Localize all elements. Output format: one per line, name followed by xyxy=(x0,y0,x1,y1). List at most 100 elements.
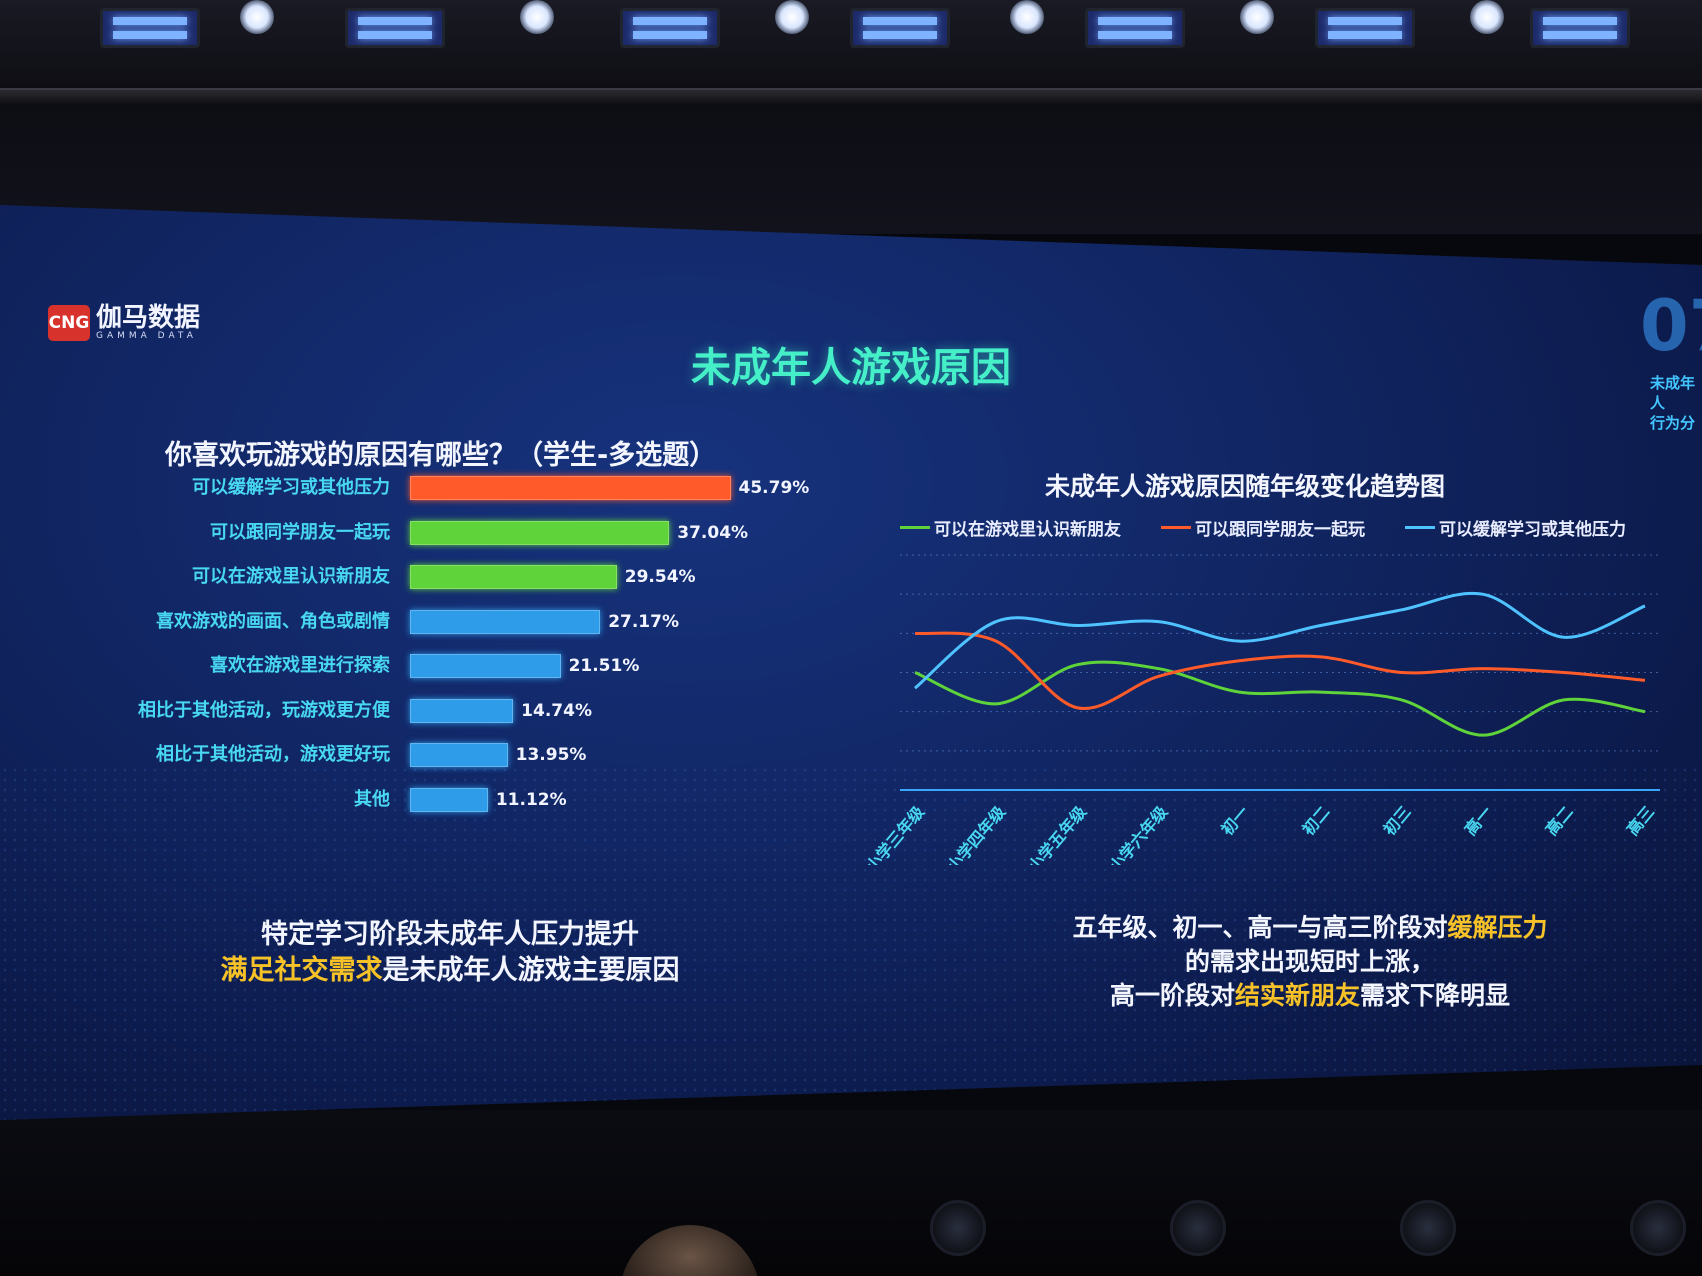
bar-row: 可以缓解学习或其他压力 45.79% xyxy=(0,473,900,503)
bar-category-label: 相比于其他活动，玩游戏更方便 xyxy=(138,699,390,721)
left-conclusion-line2: 满足社交需求是未成年人游戏主要原因 xyxy=(140,953,760,989)
slide-title: 未成年人游戏原因 xyxy=(691,345,1011,391)
bar-row: 相比于其他活动，游戏更好玩 13.95% xyxy=(0,740,900,770)
stage-light-panel xyxy=(1085,8,1185,48)
bar-value-label: 14.74% xyxy=(521,700,592,721)
bar-category-label: 可以缓解学习或其他压力 xyxy=(192,477,390,498)
left-conclusion-line1: 特定学习阶段未成年人压力提升 xyxy=(261,919,639,950)
stage-light-panel xyxy=(100,8,200,48)
floor-light xyxy=(1630,1200,1686,1256)
right-conclusion-line3-post: 需求下降明显 xyxy=(1360,981,1511,1010)
bar-category-label: 其他 xyxy=(354,788,390,810)
bar-row: 喜欢在游戏里进行探索 21.51% xyxy=(0,651,900,681)
stage-spotlight xyxy=(1010,0,1044,34)
legend-item: 可以在游戏里认识新朋友 xyxy=(900,515,1121,540)
right-conclusion-line1-text: 五年级、初一、高一与高三阶段对 xyxy=(1072,913,1448,942)
stage-light-panel xyxy=(850,8,950,48)
line-chart-legend: 可以在游戏里认识新朋友 可以跟同学朋友一起玩 可以缓解学习或其他压力 xyxy=(900,515,1626,540)
bar-category-label: 喜欢在游戏里进行探索 xyxy=(210,655,390,676)
ceiling xyxy=(0,104,1702,234)
series-line xyxy=(914,631,1646,711)
logo-name-cn: 伽马数据 xyxy=(96,303,201,333)
legend-label: 可以缓解学习或其他压力 xyxy=(1439,520,1626,540)
bar-category-label: 相比于其他活动，游戏更好玩 xyxy=(156,744,390,765)
x-tick-label: 小学四年级 xyxy=(943,802,1010,865)
bar-value-label: 27.17% xyxy=(608,611,679,632)
legend-swatch xyxy=(900,526,930,529)
x-tick-label: 高三 xyxy=(1623,802,1658,839)
line-chart: 小学三年级 小学四年级 小学五年级 小学六年级 初一 初二 初三 高一 高二 高三 xyxy=(862,554,1660,865)
stage-light-panel xyxy=(1315,8,1415,48)
stage-spotlight xyxy=(520,0,554,34)
bar-value-label: 45.79% xyxy=(738,478,810,498)
bar-value-label: 11.12% xyxy=(495,789,567,810)
series-line xyxy=(914,660,1646,737)
section-label-line1: 未成年人 xyxy=(1650,374,1696,412)
legend-item: 可以跟同学朋友一起玩 xyxy=(1161,515,1365,540)
x-tick-label: 初二 xyxy=(1298,802,1333,839)
x-tick-label: 高二 xyxy=(1542,802,1577,839)
right-conclusion: 五年级、初一、高一与高三阶段对缓解压力 的需求出现短时上涨， 高一阶段对结实新朋… xyxy=(1000,911,1620,1013)
legend-swatch xyxy=(1161,526,1191,529)
bar-row: 相比于其他活动，玩游戏更方便 14.74% xyxy=(0,696,900,726)
legend-label: 可以跟同学朋友一起玩 xyxy=(1195,520,1365,540)
right-conclusion-line3: 高一阶段对结实新朋友需求下降明显 xyxy=(1000,979,1620,1013)
x-tick-label: 小学六年级 xyxy=(1105,802,1172,865)
right-conclusion-line1: 五年级、初一、高一与高三阶段对缓解压力 xyxy=(1000,911,1620,945)
stage-spotlight xyxy=(1470,0,1504,34)
bar-row: 其他 11.12% xyxy=(0,785,900,815)
bar xyxy=(410,476,731,500)
stage-light-panel xyxy=(620,8,720,48)
right-highlight-1: 缓解压力 xyxy=(1447,913,1548,942)
series-line xyxy=(914,591,1646,690)
right-conclusion-line2: 的需求出现短时上涨， xyxy=(1184,947,1435,976)
bar-category-label: 可以跟同学朋友一起玩 xyxy=(210,521,390,543)
section-label-line2: 行为分 xyxy=(1650,414,1696,432)
left-conclusion-rest: 是未成年人游戏主要原因 xyxy=(382,955,680,986)
stage-floor xyxy=(0,1110,1702,1276)
x-tick-label: 小学五年级 xyxy=(1024,802,1091,865)
bar-row: 可以在游戏里认识新朋友 29.54% xyxy=(0,562,900,592)
bar xyxy=(410,565,617,589)
bar-category-label: 可以在游戏里认识新朋友 xyxy=(192,566,390,587)
stage-spotlight xyxy=(775,0,809,34)
bar xyxy=(410,787,488,812)
right-conclusion-line3-pre: 高一阶段对 xyxy=(1109,981,1235,1010)
bar xyxy=(410,698,514,723)
stage-truss xyxy=(0,0,1702,110)
bar xyxy=(410,743,508,767)
stage-light-panel xyxy=(1530,8,1630,48)
bar-value-label: 37.04% xyxy=(677,522,749,543)
right-highlight-2: 结实新朋友 xyxy=(1234,981,1360,1010)
x-tick-label: 小学三年级 xyxy=(862,802,929,865)
logo-name-en: GAMMA DATA xyxy=(96,331,197,341)
x-tick-label: 初三 xyxy=(1380,802,1415,839)
left-conclusion: 特定学习阶段未成年人压力提升 满足社交需求是未成年人游戏主要原因 xyxy=(140,917,760,989)
line-chart-title: 未成年人游戏原因随年级变化趋势图 xyxy=(1045,472,1446,501)
bar-category-label: 喜欢游戏的画面、角色或剧情 xyxy=(156,610,390,632)
x-tick-label: 初一 xyxy=(1217,802,1252,839)
stage-spotlight xyxy=(1240,0,1274,34)
floor-light xyxy=(930,1200,986,1256)
floor-light xyxy=(1170,1200,1226,1256)
section-label: 未成年人 行为分 xyxy=(1650,373,1702,433)
logo-badge: CNG xyxy=(48,305,90,341)
gamma-data-logo: CNG 伽马数据 GAMMA DATA xyxy=(48,305,200,341)
floor-light xyxy=(1400,1200,1456,1256)
bar xyxy=(410,520,670,545)
stage-light-panel xyxy=(345,8,445,48)
bar xyxy=(410,609,601,634)
dot-pattern xyxy=(0,765,1702,1120)
bar-value-label: 21.51% xyxy=(568,656,640,676)
section-number: 07 xyxy=(1640,285,1702,367)
legend-label: 可以在游戏里认识新朋友 xyxy=(934,520,1121,540)
x-tick-label: 高一 xyxy=(1461,802,1496,839)
legend-swatch xyxy=(1405,526,1435,529)
bar-value-label: 29.54% xyxy=(624,567,696,587)
bar-value-label: 13.95% xyxy=(515,745,587,765)
left-highlight: 满足社交需求 xyxy=(220,955,383,986)
bar-row: 可以跟同学朋友一起玩 37.04% xyxy=(0,518,900,548)
bar-row: 喜欢游戏的画面、角色或剧情 27.17% xyxy=(0,607,900,637)
legend-item: 可以缓解学习或其他压力 xyxy=(1405,515,1626,540)
presentation-screen: CNG 伽马数据 GAMMA DATA 07 未成年人 行为分 未成年人游戏原因… xyxy=(0,205,1702,1120)
